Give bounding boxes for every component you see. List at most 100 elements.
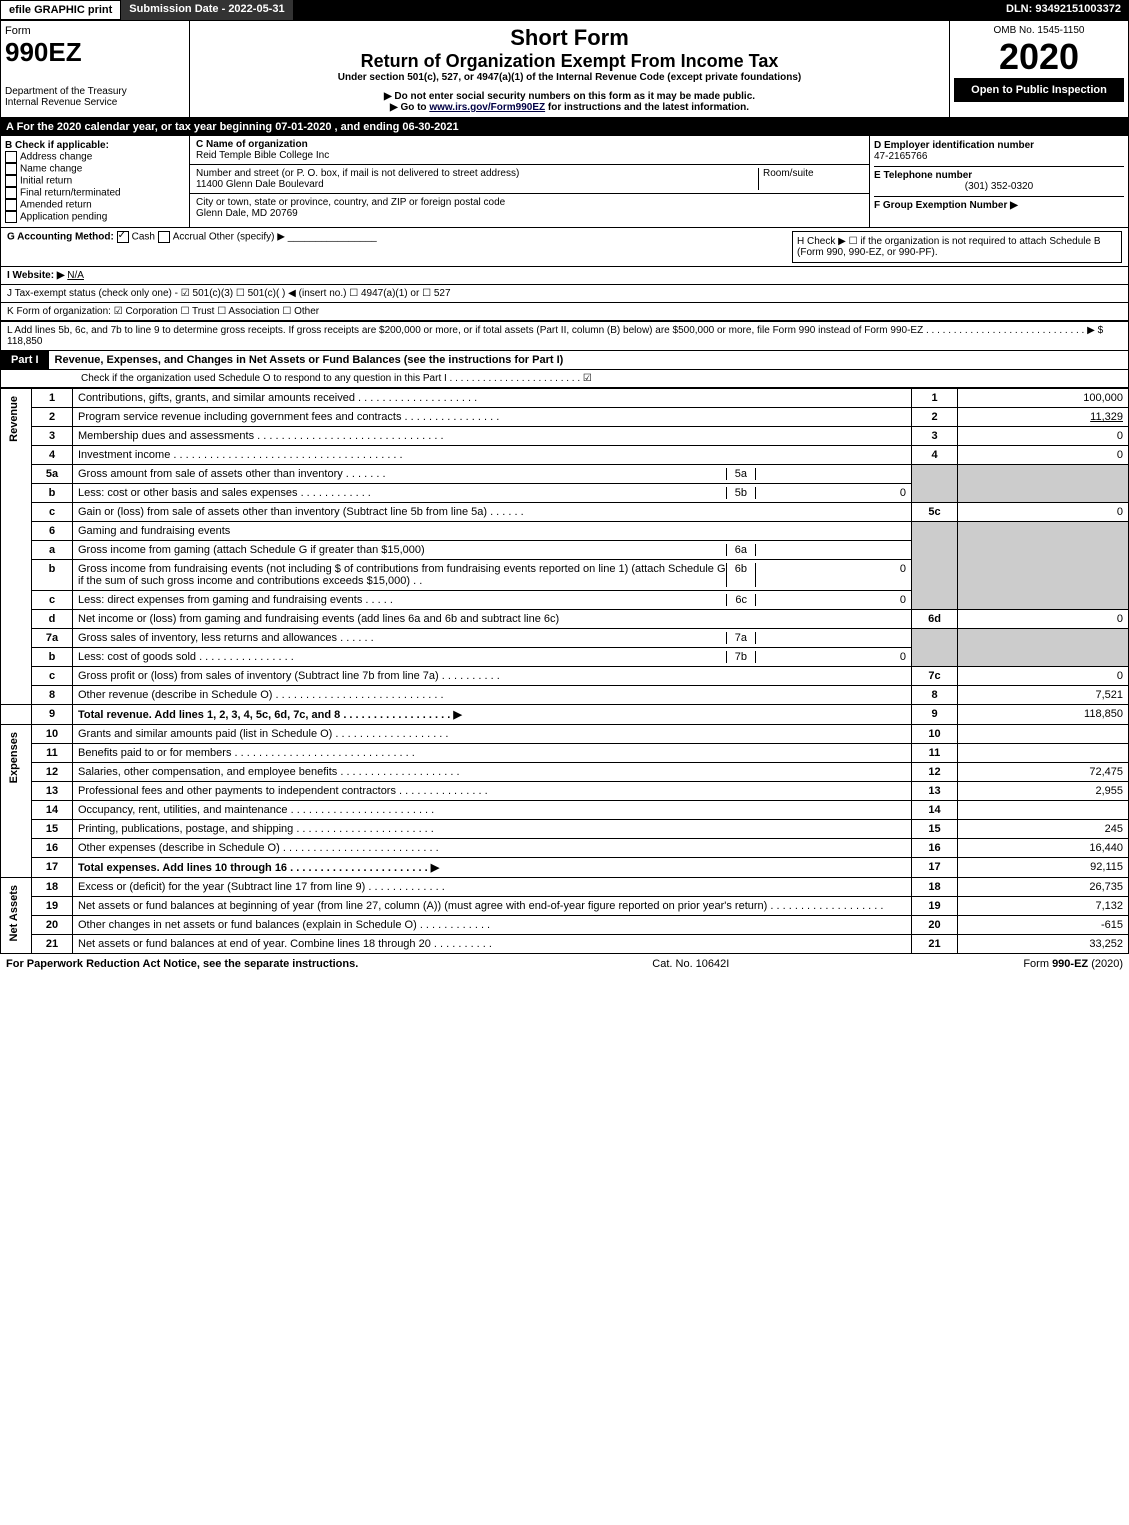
ssn-warning: ▶ Do not enter social security numbers o… [194, 91, 945, 102]
h-block: H Check ▶ ☐ if the organization is not r… [792, 231, 1122, 263]
checkbox-amended-return[interactable] [5, 199, 17, 211]
g-label: G Accounting Method: [7, 232, 114, 243]
sub7a-val [756, 632, 906, 644]
j-line: J Tax-exempt status (check only one) - ☑… [0, 285, 1129, 303]
line2-val: 11,329 [1090, 411, 1123, 423]
efile-print-button[interactable]: efile GRAPHIC print [0, 0, 121, 20]
l-val: 118,850 [7, 336, 42, 347]
k-line: K Form of organization: ☑ Corporation ☐ … [0, 303, 1129, 322]
line21-desc: Net assets or fund balances at end of ye… [78, 938, 431, 950]
line9-val: 118,850 [958, 705, 1129, 725]
line13-desc: Professional fees and other payments to … [78, 785, 396, 797]
i-label: I Website: ▶ [7, 270, 65, 281]
line6a-desc: Gross income from gaming (attach Schedul… [78, 544, 425, 556]
line3-desc: Membership dues and assessments [78, 430, 254, 442]
line16-desc: Other expenses (describe in Schedule O) [78, 842, 280, 854]
line5b-desc: Less: cost or other basis and sales expe… [78, 487, 298, 499]
g-cash: Cash [132, 232, 155, 243]
sub6c: 6c [726, 594, 756, 606]
sub6b-val: 0 [756, 563, 906, 587]
checkbox-address-change[interactable] [5, 151, 17, 163]
g-accrual: Accrual [173, 232, 206, 243]
b-opt-1: Name change [20, 164, 82, 175]
checkbox-name-change[interactable] [5, 163, 17, 175]
line19-desc: Net assets or fund balances at beginning… [78, 900, 767, 912]
room-label: Room/suite [763, 168, 814, 179]
sub6a: 6a [726, 544, 756, 556]
revenue-table: Revenue 1Contributions, gifts, grants, a… [0, 388, 1129, 954]
part1-title: Revenue, Expenses, and Changes in Net As… [49, 351, 570, 369]
line7b-desc: Less: cost of goods sold [78, 651, 196, 663]
line16-val: 16,440 [958, 839, 1129, 858]
footer-left: For Paperwork Reduction Act Notice, see … [6, 958, 358, 970]
line7a-desc: Gross sales of inventory, less returns a… [78, 632, 337, 644]
line4-val: 0 [958, 446, 1129, 465]
sub6b: 6b [726, 563, 756, 587]
line21-val: 33,252 [958, 935, 1129, 954]
page-footer: For Paperwork Reduction Act Notice, see … [0, 954, 1129, 974]
line17-desc: Total expenses. Add lines 10 through 16 … [78, 862, 439, 874]
line12-val: 72,475 [958, 763, 1129, 782]
line-a: A For the 2020 calendar year, or tax yea… [0, 118, 1129, 136]
line9-desc: Total revenue. Add lines 1, 2, 3, 4, 5c,… [78, 709, 462, 721]
line12-desc: Salaries, other compensation, and employ… [78, 766, 337, 778]
sub5a-val [756, 468, 906, 480]
short-form-title: Short Form [194, 25, 945, 51]
f-label: F Group Exemption Number ▶ [874, 200, 1018, 211]
line19-val: 7,132 [958, 897, 1129, 916]
line10-desc: Grants and similar amounts paid (list in… [78, 728, 332, 740]
line5a-desc: Gross amount from sale of assets other t… [78, 468, 343, 480]
top-bar: efile GRAPHIC print Submission Date - 20… [0, 0, 1129, 20]
addr-label: Number and street (or P. O. box, if mail… [196, 168, 519, 179]
line6d-desc: Net income or (loss) from gaming and fun… [73, 610, 912, 629]
sub5a: 5a [726, 468, 756, 480]
line4-desc: Investment income [78, 449, 170, 461]
form-label: Form [5, 25, 31, 37]
d-label: D Employer identification number [874, 140, 1034, 151]
phone: (301) 352-0320 [874, 181, 1124, 192]
line2-desc: Program service revenue including govern… [78, 411, 401, 423]
sub6c-val: 0 [756, 594, 906, 606]
line8-desc: Other revenue (describe in Schedule O) [78, 689, 272, 701]
city-label: City or town, state or province, country… [196, 197, 505, 208]
checkbox-final-return[interactable] [5, 187, 17, 199]
line7c-desc: Gross profit or (loss) from sales of inv… [78, 670, 439, 682]
identity-section: B Check if applicable: Address change Na… [0, 136, 1129, 228]
sub7b-val: 0 [756, 651, 906, 663]
line15-desc: Printing, publications, postage, and shi… [78, 823, 293, 835]
b-label: B Check if applicable: [5, 140, 185, 151]
omb-number: OMB No. 1545-1150 [954, 25, 1124, 36]
website: N/A [67, 270, 84, 281]
irs-link[interactable]: www.irs.gov/Form990EZ [429, 102, 545, 113]
c-label: C Name of organization [196, 139, 308, 150]
b-opt-4: Amended return [20, 200, 92, 211]
org-name: Reid Temple Bible College Inc [196, 150, 329, 161]
line5c-val: 0 [958, 503, 1129, 522]
ein: 47-2165766 [874, 151, 927, 162]
line1-val: 100,000 [958, 389, 1129, 408]
line14-val [958, 801, 1129, 820]
b-opt-0: Address change [20, 152, 92, 163]
line20-desc: Other changes in net assets or fund bala… [78, 919, 417, 931]
line18-val: 26,735 [958, 878, 1129, 897]
form-header: Form 990EZ Department of the Treasury In… [0, 20, 1129, 118]
checkbox-application-pending[interactable] [5, 211, 17, 223]
line8-val: 7,521 [958, 686, 1129, 705]
line11-val [958, 744, 1129, 763]
line14-desc: Occupancy, rent, utilities, and maintena… [78, 804, 288, 816]
goto-pre: ▶ Go to [390, 102, 429, 113]
checkbox-accrual[interactable] [158, 231, 170, 243]
checkbox-cash[interactable] [117, 231, 129, 243]
sub5b: 5b [726, 487, 756, 499]
line5c-desc: Gain or (loss) from sale of assets other… [78, 506, 487, 518]
sub6a-val [756, 544, 906, 556]
irs-label: Internal Revenue Service [5, 97, 185, 108]
sub5b-val: 0 [756, 487, 906, 499]
revenue-label: Revenue [6, 392, 22, 446]
line6c-desc: Less: direct expenses from gaming and fu… [78, 594, 362, 606]
form-number: 990EZ [5, 37, 82, 67]
line18-desc: Excess or (deficit) for the year (Subtra… [78, 881, 365, 893]
checkbox-initial-return[interactable] [5, 175, 17, 187]
footer-mid: Cat. No. 10642I [652, 958, 729, 970]
b-opt-3: Final return/terminated [20, 188, 121, 199]
